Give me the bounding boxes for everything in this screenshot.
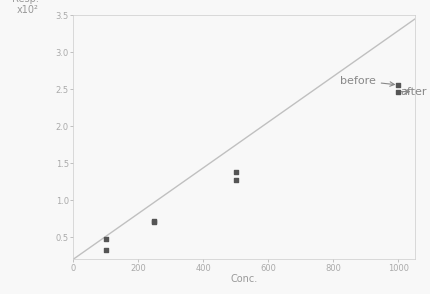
Point <box>150 220 157 225</box>
Point <box>150 219 157 223</box>
Y-axis label: Resp.
x10²: Resp. x10² <box>12 0 39 16</box>
Point <box>102 248 109 252</box>
Point <box>102 237 109 242</box>
X-axis label: Conc.: Conc. <box>230 274 257 284</box>
Point <box>394 89 401 94</box>
Point <box>232 177 239 182</box>
Text: after: after <box>399 87 426 97</box>
Point <box>394 83 401 87</box>
Text: before: before <box>339 76 393 86</box>
Point <box>232 170 239 175</box>
